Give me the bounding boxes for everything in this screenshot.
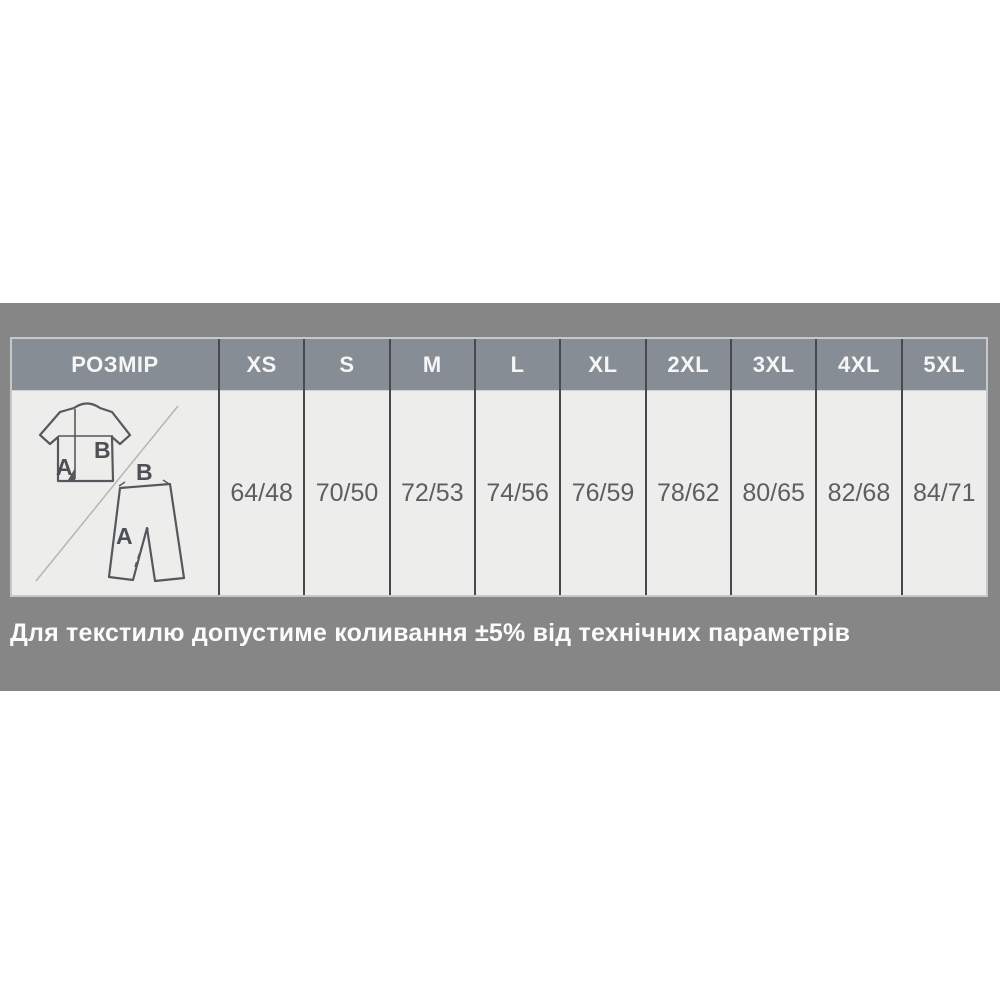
size-column-xl: XL 76/59: [559, 339, 645, 595]
tshirt-arrowhead: [68, 468, 75, 480]
size-label: L: [475, 339, 560, 391]
size-column-3xl: 3XL 80/65: [729, 339, 816, 595]
tolerance-note: Для текстилю допустиме коливання ±5% від…: [10, 619, 851, 647]
size-column-4xl: 4XL 82/68: [815, 339, 901, 595]
diagonal-line: [35, 405, 179, 582]
garment-diagram-icon: A B B A: [35, 402, 186, 583]
size-value: 78/62: [646, 391, 730, 595]
size-label: 2XL: [646, 339, 730, 391]
size-table: РОЗМІР A B: [10, 337, 988, 597]
shirt-height-label: A: [56, 454, 73, 480]
size-value: 80/65: [731, 391, 816, 595]
size-value: 64/48: [220, 391, 304, 595]
pants-waist-label: B: [136, 459, 153, 485]
size-label: 5XL: [902, 339, 986, 391]
size-column-xs: XS 64/48: [218, 339, 304, 595]
size-value: 74/56: [475, 391, 560, 595]
pants-outline-icon: [107, 479, 186, 583]
size-value: 72/53: [390, 391, 474, 595]
size-column-2xl: 2XL 78/62: [644, 339, 730, 595]
size-value: 84/71: [902, 391, 986, 595]
size-table-title: РОЗМІР: [12, 339, 218, 391]
size-label: 3XL: [731, 339, 816, 391]
tshirt-outline-icon: [38, 402, 132, 483]
size-column-m: M 72/53: [388, 339, 474, 595]
size-column-l: L 74/56: [473, 339, 560, 595]
size-label: XL: [561, 339, 645, 391]
pants-length-label: A: [116, 523, 133, 549]
size-column-s: S 70/50: [303, 339, 389, 595]
size-chart-panel: РОЗМІР A B: [0, 303, 1000, 691]
size-label: XS: [220, 339, 304, 391]
size-label: 4XL: [817, 339, 901, 391]
size-column-5xl: 5XL 84/71: [900, 339, 986, 595]
measurement-diagram: A B B A: [12, 391, 218, 595]
size-value: 70/50: [305, 391, 389, 595]
size-value: 82/68: [817, 391, 901, 595]
size-label: S: [305, 339, 389, 391]
size-value: 76/59: [561, 391, 645, 595]
size-column-header: РОЗМІР A B: [12, 339, 218, 595]
size-label: M: [390, 339, 474, 391]
shirt-width-label: B: [94, 437, 111, 463]
